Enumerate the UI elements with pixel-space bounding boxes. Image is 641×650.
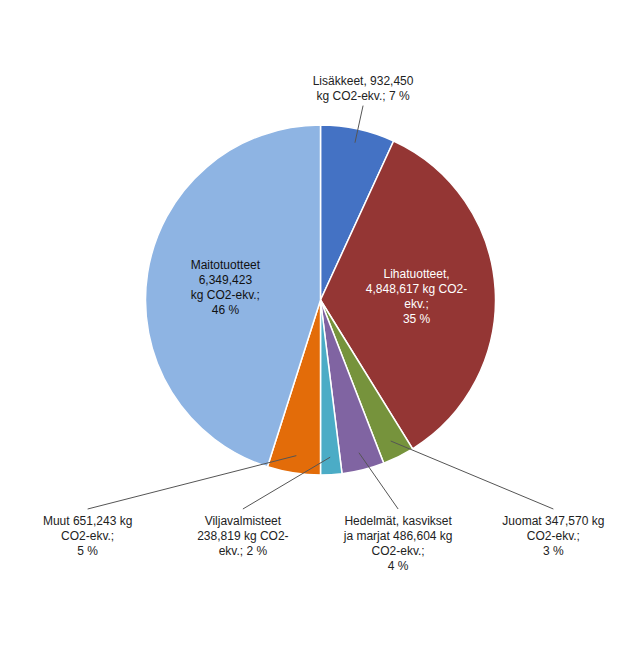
slices — [145, 125, 495, 475]
leader-line — [391, 441, 554, 509]
pie-slice — [145, 125, 320, 467]
pie-slice — [321, 300, 343, 475]
slice-label: Lihatuotteet,4,848,617 kg CO2-ekv.;35 % — [366, 267, 467, 326]
chart-container: Lihatuotteet,4,848,617 kg CO2-ekv.;35 % M… — [0, 0, 641, 650]
leader-line — [243, 457, 330, 509]
labels: Lihatuotteet,4,848,617 kg CO2-ekv.;35 % M… — [43, 74, 604, 573]
leader-line — [359, 453, 398, 509]
slice-label: Muut 651,243 kgCO2-ekv.;5 % — [43, 514, 132, 558]
leader-line — [88, 456, 297, 509]
slice-label: Juomat 347,570 kgCO2-ekv.;3 % — [502, 514, 604, 558]
slice-label: Lisäkkeet, 932,450kg CO2-ekv.; 7 % — [313, 74, 414, 103]
chart: Lihatuotteet,4,848,617 kg CO2-ekv.;35 % M… — [0, 0, 641, 650]
leader-line — [355, 106, 363, 143]
slice-label: Viljavalmisteet238,819 kg CO2-ekv.; 2 % — [197, 514, 288, 558]
slice-label: Hedelmät, kasviksetja marjat 486,604 kgC… — [343, 514, 453, 573]
leader-lines — [88, 106, 554, 509]
slice-label: Maitotuotteet6,349,423kg CO2-ekv.;46 % — [191, 258, 261, 317]
